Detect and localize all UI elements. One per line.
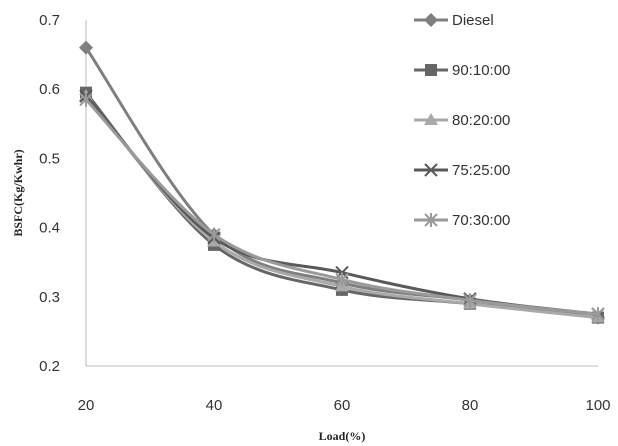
legend-label: 75:25:00 — [452, 162, 510, 179]
y-tick-label: 0.2 — [39, 358, 60, 375]
legend-item: Diesel — [414, 12, 494, 29]
legend-item: 70:30:00 — [414, 212, 510, 229]
legend-item: 80:20:00 — [414, 112, 510, 129]
y-tick-label: 0.6 — [39, 81, 60, 98]
x-tick-label: 20 — [78, 397, 95, 414]
data-point-marker — [79, 92, 93, 107]
series-70:30:00 — [79, 92, 605, 322]
legend-item: 90:10:00 — [414, 62, 510, 79]
data-point-marker — [207, 227, 221, 242]
legend-marker — [424, 13, 438, 27]
legend-marker — [424, 163, 438, 177]
x-tick-label: 60 — [334, 397, 351, 414]
x-tick-label: 100 — [585, 397, 610, 414]
y-tick-label: 0.7 — [39, 12, 60, 29]
legend-marker — [424, 213, 438, 227]
x-tick-label: 40 — [206, 397, 223, 414]
legend-item: 75:25:00 — [414, 162, 510, 179]
y-tick-label: 0.4 — [39, 220, 60, 237]
y-axis-title: BSFC(Kg/Kwhr) — [11, 149, 25, 236]
y-tick-label: 0.3 — [39, 289, 60, 306]
series-80:20:00 — [79, 89, 605, 323]
series-layer — [79, 40, 605, 325]
legend-marker — [425, 64, 437, 76]
data-point-marker — [463, 293, 477, 308]
y-tick-label: 0.5 — [39, 150, 60, 167]
data-point-marker — [79, 40, 93, 55]
y-tick-labels: 0.2 0.3 0.4 0.5 0.6 0.7 — [39, 12, 60, 375]
axes — [85, 20, 598, 367]
legend-label: 70:30:00 — [452, 212, 510, 229]
x-axis-title: Load(%) — [319, 429, 366, 443]
x-tick-label: 80 — [462, 397, 479, 414]
legend-label: 90:10:00 — [452, 62, 510, 79]
legend-marker — [424, 113, 438, 125]
legend-label: Diesel — [452, 12, 494, 29]
data-point-marker — [591, 307, 605, 322]
legend: Diesel 90:10:00 80:20:00 75:25:00 70:30:00 — [414, 12, 510, 229]
legend-label: 80:20:00 — [452, 112, 510, 129]
x-tick-labels: 20 40 60 80 100 — [78, 397, 611, 414]
data-point-marker — [335, 272, 349, 287]
